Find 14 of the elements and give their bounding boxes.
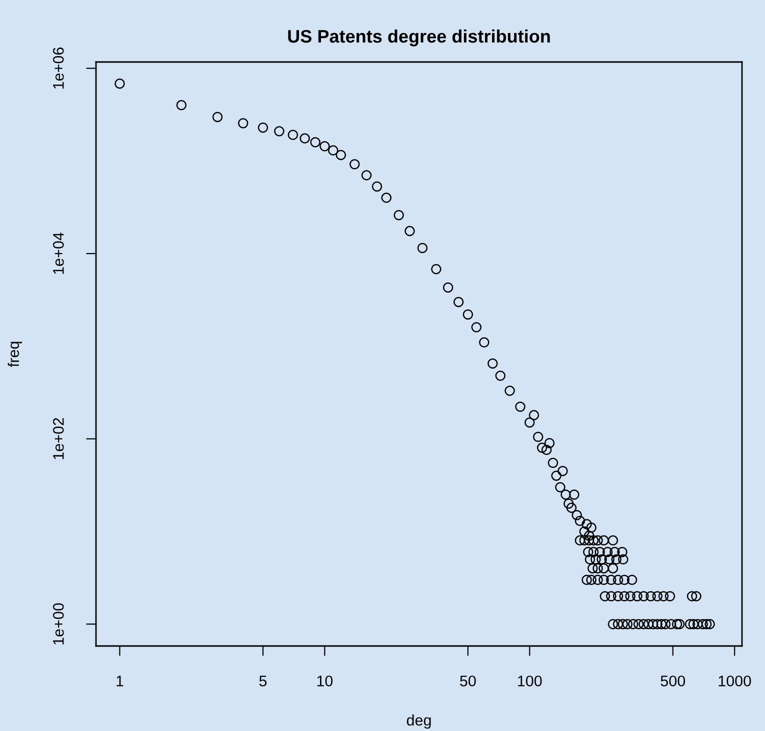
y-axis-title: freq xyxy=(8,342,22,367)
y-tick-label: 1e+04 xyxy=(52,232,64,274)
y-tick-label: 1e+02 xyxy=(52,418,64,460)
y-tick-label: 1e+00 xyxy=(52,603,64,644)
x-tick-label: 500 xyxy=(660,676,686,686)
x-axis-title: deg xyxy=(406,714,431,729)
y-tick-label: 1e+06 xyxy=(52,48,64,89)
x-tick-label: 10 xyxy=(317,676,333,686)
x-tick-label: 5 xyxy=(259,676,267,686)
x-tick-label: 1000 xyxy=(718,676,751,686)
chart-title: US Patents degree distribution xyxy=(288,29,550,46)
x-tick-label: 1 xyxy=(116,676,124,686)
x-tick-label: 100 xyxy=(518,676,542,686)
x-tick-label: 50 xyxy=(460,676,476,686)
